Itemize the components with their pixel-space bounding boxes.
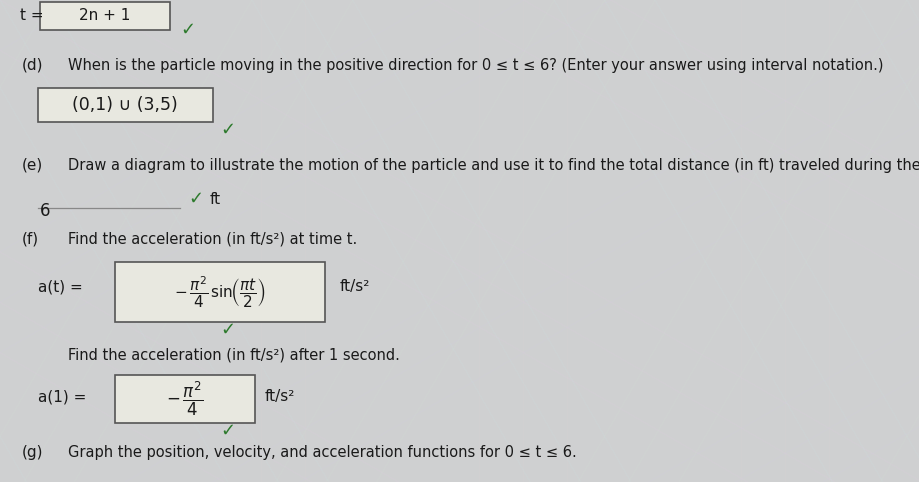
Text: Find the acceleration (in ft/s²) at time t.: Find the acceleration (in ft/s²) at time…	[68, 232, 357, 247]
Text: $-\,\dfrac{\pi^2}{4}\,\mathrm{sin}\!\left(\dfrac{\pi t}{2}\right)$: $-\,\dfrac{\pi^2}{4}\,\mathrm{sin}\!\lef…	[174, 274, 266, 310]
Text: a(t) =: a(t) =	[38, 280, 83, 295]
FancyBboxPatch shape	[115, 262, 324, 322]
Text: ✓: ✓	[220, 321, 235, 339]
Text: a(1) =: a(1) =	[38, 389, 86, 404]
Text: ✓: ✓	[220, 422, 235, 440]
Text: ft/s²: ft/s²	[340, 280, 370, 295]
Text: t =: t =	[20, 9, 43, 24]
Text: 6: 6	[40, 202, 51, 220]
Text: (d): (d)	[22, 58, 43, 73]
Text: (0,1) ∪ (3,5): (0,1) ∪ (3,5)	[72, 96, 177, 114]
Text: Find the acceleration (in ft/s²) after 1 second.: Find the acceleration (in ft/s²) after 1…	[68, 348, 400, 363]
Text: ✓: ✓	[180, 21, 195, 39]
FancyBboxPatch shape	[40, 2, 170, 30]
Text: (f): (f)	[22, 232, 40, 247]
Text: Graph the position, velocity, and acceleration functions for 0 ≤ t ≤ 6.: Graph the position, velocity, and accele…	[68, 445, 576, 460]
Text: (g): (g)	[22, 445, 43, 460]
Text: 2n + 1: 2n + 1	[79, 9, 130, 24]
Text: When is the particle moving in the positive direction for 0 ≤ t ≤ 6? (Enter your: When is the particle moving in the posit…	[68, 58, 882, 73]
FancyBboxPatch shape	[38, 88, 213, 122]
Text: ✓: ✓	[187, 190, 203, 208]
Text: (e): (e)	[22, 158, 43, 173]
Text: ✓: ✓	[220, 121, 235, 139]
Text: Draw a diagram to illustrate the motion of the particle and use it to find the t: Draw a diagram to illustrate the motion …	[68, 158, 919, 173]
Text: ft/s²: ft/s²	[265, 389, 295, 404]
Text: $-\,\dfrac{\pi^2}{4}$: $-\,\dfrac{\pi^2}{4}$	[166, 380, 203, 418]
Text: ft: ft	[210, 191, 221, 206]
FancyBboxPatch shape	[115, 375, 255, 423]
